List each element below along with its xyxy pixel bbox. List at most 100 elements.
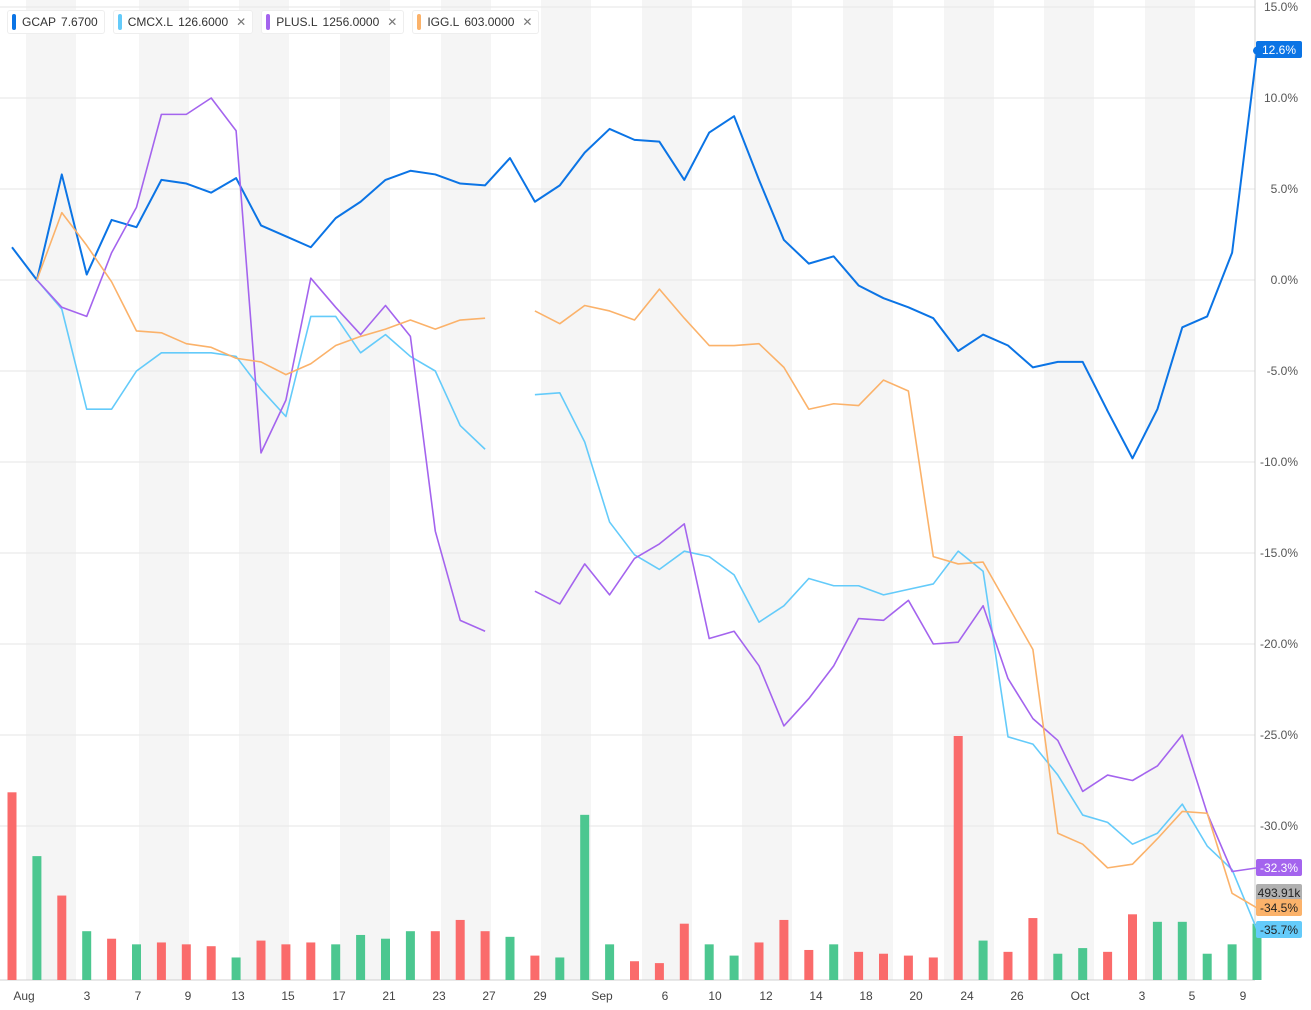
volume-bar: [953, 736, 963, 980]
series-line: [36, 97, 486, 632]
y-tick-label: 0.0%: [1271, 273, 1299, 287]
shade-band: [642, 0, 692, 980]
y-tick-label: -15.0%: [1260, 546, 1298, 560]
x-tick-label: Oct: [1071, 989, 1090, 1003]
volume-bar: [306, 942, 316, 980]
volume-bar: [206, 946, 216, 980]
legend-symbol: PLUS.L: [276, 15, 318, 29]
volume-bar: [1252, 923, 1262, 980]
volume-bar: [978, 940, 988, 980]
x-tick-label: 7: [135, 989, 142, 1003]
gcap-value-tag: 12.6%: [1256, 41, 1302, 58]
tag-box: [1256, 921, 1302, 938]
series-color-swatch: [417, 14, 422, 30]
volume-bar: [57, 895, 67, 980]
volume-bar: [854, 951, 864, 980]
volume-bar: [804, 949, 814, 980]
igg-value-tag: -34.5%: [1256, 899, 1302, 916]
volume-bar: [829, 944, 839, 980]
tag-text: -32.3%: [1260, 861, 1298, 875]
legend-symbol: IGG.L: [427, 15, 460, 29]
volume-bar: [231, 957, 241, 980]
legend: GCAP 7.6700 CMCX.L 126.6000 ✕ PLUS.L 1256.0000…: [8, 11, 539, 33]
tag-box: [1256, 859, 1302, 876]
volume-bar: [331, 944, 341, 980]
volume-bar: [381, 938, 390, 980]
x-tick-label: 3: [84, 989, 91, 1003]
remove-series-icon[interactable]: ✕: [236, 15, 247, 29]
tag-text: -35.7%: [1260, 923, 1298, 937]
shade-band: [742, 0, 792, 980]
plus-value-tag: -32.3%: [1256, 859, 1302, 876]
x-tick-label: 9: [185, 989, 192, 1003]
volume-bar: [480, 931, 490, 980]
y-tick-label: -20.0%: [1260, 637, 1298, 651]
tag-box: [1256, 41, 1302, 58]
y-tick-label: -5.0%: [1267, 364, 1299, 378]
volume-bar: [356, 934, 366, 980]
x-tick-label: 17: [332, 989, 346, 1003]
tag-text: 12.6%: [1262, 43, 1296, 57]
legend-item-plus-l[interactable]: PLUS.L 1256.0000 ✕: [262, 11, 404, 33]
y-tick-label: 15.0%: [1264, 0, 1298, 14]
x-tick-label: 14: [809, 989, 823, 1003]
legend-price: 603.0000: [464, 15, 515, 29]
x-tick-label: 18: [859, 989, 873, 1003]
shade-band: [1145, 0, 1195, 980]
volume-bar: [704, 944, 714, 980]
x-tick-label: 6: [662, 989, 669, 1003]
volume-bar: [754, 942, 764, 980]
shade-band: [441, 0, 491, 980]
volume-value-tag: 493.91k: [1256, 884, 1302, 901]
volume-bar: [7, 792, 17, 980]
volume-bar: [107, 938, 117, 980]
series-cmcx-l: [36, 279, 1258, 931]
volume-bar: [132, 944, 141, 980]
tag-text: 493.91k: [1258, 886, 1302, 900]
volume-bar: [903, 955, 913, 980]
volume-bar: [530, 955, 540, 980]
series-color-swatch: [117, 14, 122, 30]
y-tick-label: -30.0%: [1260, 819, 1298, 833]
volume-bar: [879, 953, 888, 980]
series-line: [534, 288, 1258, 909]
x-tick-label: 23: [432, 989, 446, 1003]
series-line: [36, 279, 486, 450]
volume-bar: [181, 944, 191, 980]
volume-bar: [455, 919, 465, 980]
volume-bar: [405, 931, 415, 980]
legend-item-gcap[interactable]: GCAP 7.6700: [8, 11, 104, 33]
shade-band: [843, 0, 893, 980]
x-tick-label: Sep: [591, 989, 613, 1003]
series-color-swatch: [266, 14, 271, 30]
remove-series-icon[interactable]: ✕: [522, 15, 533, 29]
y-tick-label: -25.0%: [1260, 728, 1298, 742]
series-color-swatch: [12, 14, 16, 30]
x-tick-label: 9: [1240, 989, 1247, 1003]
x-tick-label: 26: [1010, 989, 1024, 1003]
volume-bar: [32, 856, 42, 980]
x-tick-label: 12: [759, 989, 773, 1003]
x-tick-label: 21: [382, 989, 396, 1003]
shade-band: [239, 0, 289, 980]
tag-text: -34.5%: [1260, 901, 1298, 915]
series-line: [534, 523, 1258, 873]
x-tick-label: 3: [1139, 989, 1146, 1003]
legend-item-cmcx-l[interactable]: CMCX.L 126.6000 ✕: [113, 11, 253, 33]
series-gcap: [11, 50, 1258, 460]
volume-bar: [82, 931, 92, 980]
volume-bar: [1128, 914, 1137, 980]
legend-item-igg-l[interactable]: IGG.L 603.0000 ✕: [413, 11, 539, 33]
volume-bar: [1003, 951, 1013, 980]
volume-bar: [256, 940, 266, 980]
x-tick-label: 20: [909, 989, 923, 1003]
legend-price: 126.6000: [178, 15, 229, 29]
remove-series-icon[interactable]: ✕: [387, 15, 398, 29]
y-tick-label: 10.0%: [1264, 91, 1298, 105]
y-tick-label: 5.0%: [1271, 182, 1299, 196]
tag-box: [1256, 899, 1302, 916]
series-plus-l: [36, 97, 1258, 873]
volume-bar: [505, 936, 515, 980]
volume-bar: [1227, 944, 1237, 980]
volume-bar: [605, 944, 615, 980]
